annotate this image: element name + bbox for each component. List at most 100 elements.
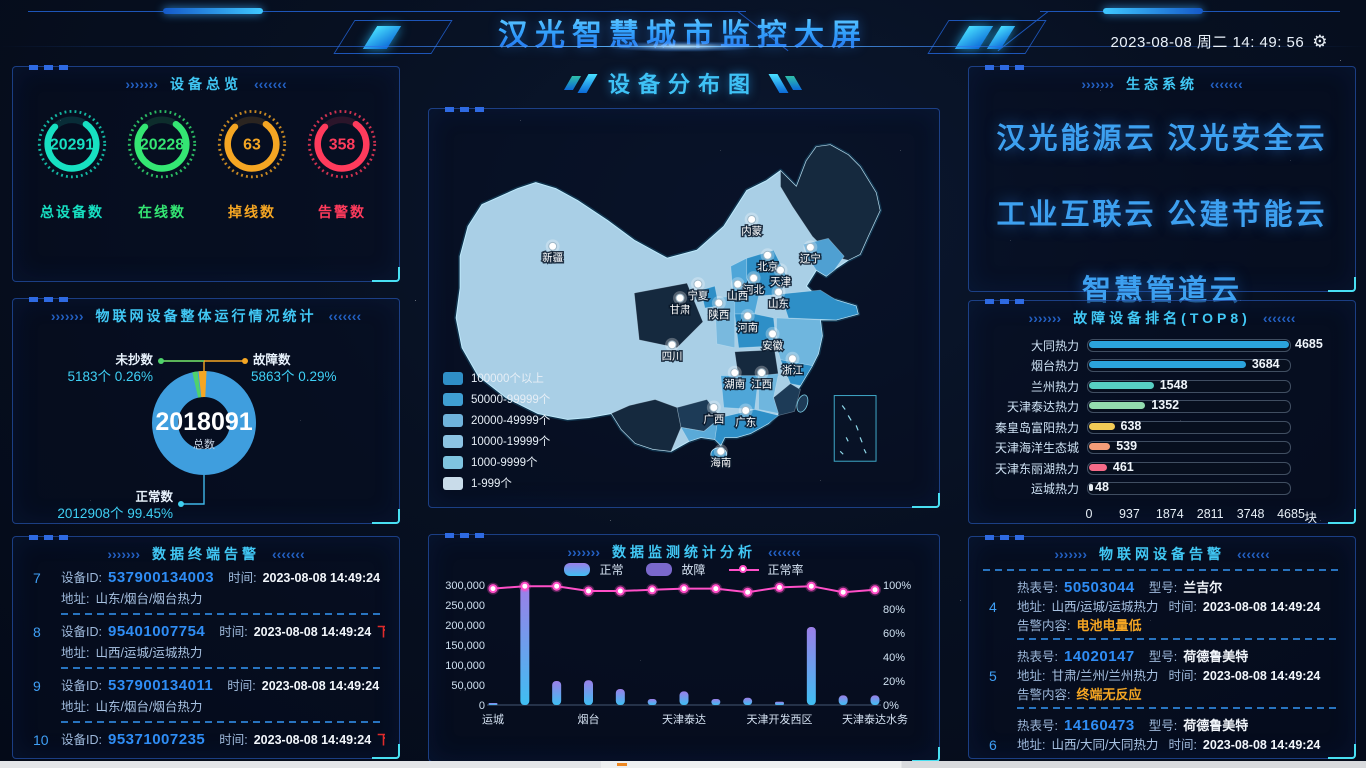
alert-line-3: 告警内容: 电池电量低 (1017, 615, 1341, 634)
row-number: 8 (33, 624, 41, 640)
header-glow-segment-left (163, 8, 263, 14)
bar-normal-0 (488, 703, 498, 705)
china-map: 新疆 内蒙 辽宁 北京 天津 河北 山西 山东 宁夏 甘肃 陕西 河南 安徽 浙江 四川 湖南 江西 广西 广东 海南 (429, 109, 939, 507)
svg-text:浙江: 浙江 (782, 365, 803, 377)
map-marker-北京: 北京 (756, 248, 780, 275)
panel-device-overview: 设备总览 20291 总设备数 20228 在线数 63 掉线数 358 告警数 (12, 65, 400, 282)
time-label: 时间: (228, 571, 257, 585)
dashed-divider (61, 721, 383, 723)
legend-label: 20000-49999个 (471, 415, 551, 427)
panel-title-ecosystem: 生态系统 (969, 67, 1355, 94)
svg-text:5863个 0.29%: 5863个 0.29% (251, 369, 337, 384)
legend-label: 1-999个 (471, 478, 512, 490)
bar-normal-1 (520, 586, 530, 705)
map-marker-天津: 天津 (769, 263, 792, 290)
map-legend-item: 100000个以上 (443, 370, 550, 386)
gauge-label: 告警数 (318, 204, 366, 220)
ranking-label: 运城热力 (1030, 482, 1079, 497)
map-legend-item: 1-999个 (443, 475, 550, 491)
bar-normal-2 (552, 681, 562, 705)
panel-title-iot-alerts: 物联网设备告警 (969, 537, 1355, 564)
panel-title-terminal-alerts: 数据终端告警 (13, 537, 399, 564)
panel-ecosystem: 生态系统 汉光能源云 汉光安全云 工业互联云 公建节能云 智慧管道云 (968, 65, 1356, 307)
alert-content-label: 告警内容: (1017, 688, 1071, 702)
map-marker-河北: 河北 (742, 271, 766, 298)
axis-tick: 0 (1085, 507, 1093, 521)
svg-text:200,000: 200,000 (445, 620, 485, 632)
ranking-track: 1548 (1087, 378, 1291, 393)
alert-content-label: 告警内容: (1017, 753, 1070, 754)
address-value: 山东/烟台/烟台热力 (95, 592, 203, 606)
map-legend-item: 20000-49999个 (443, 412, 550, 428)
svg-text:山东: 山东 (768, 297, 789, 310)
ecosystem-line: 汉光能源云 汉光安全云 (996, 123, 1328, 155)
ranking-bar (1089, 484, 1093, 492)
bar-normal-7 (711, 699, 721, 705)
iot-alert-row: 6 热表号: 14160473 型号: 荷德鲁美特 地址: 山西/大同/大同热力 时间: 202… (983, 715, 1341, 754)
alert-content-value: 电池电量低 (1076, 618, 1142, 633)
ranking-label: 大同热力 (1030, 338, 1079, 353)
svg-text:20228: 20228 (140, 137, 184, 154)
rate-point-7 (711, 584, 721, 594)
datetime-text: 2023-08-08 周二 14: 49: 56 (1110, 34, 1305, 51)
map-marker-四川: 四川 (660, 337, 684, 364)
model-label: 型号: (1148, 719, 1178, 733)
address-label: 地址: (1017, 600, 1046, 614)
time-label: 时间: (1168, 600, 1197, 614)
panel-title-iot-stats: 物联网设备整体运行情况统计 (13, 299, 399, 326)
map-marker-陕西: 陕西 (707, 296, 731, 322)
map-marker-安徽: 安徽 (761, 326, 785, 353)
bar-normal-6 (679, 691, 689, 705)
ecosystem-line: 工业互联云 公建节能云 (996, 199, 1328, 231)
device-id-label: 设备ID: (61, 571, 102, 585)
ranking-track: 461 (1087, 460, 1291, 475)
meter-id-label: 热表号: (1017, 581, 1058, 595)
gauge-在线数: 20228 在线数 (117, 103, 207, 222)
svg-text:河北: 河北 (743, 284, 764, 296)
time-label: 时间: (219, 733, 248, 747)
gear-icon[interactable]: ⚙ (1312, 32, 1328, 51)
svg-text:天津: 天津 (770, 276, 791, 288)
rate-point-8 (743, 587, 753, 597)
row-number: 10 (33, 732, 49, 748)
os-taskbar-strip[interactable] (0, 761, 1366, 768)
dashed-divider (983, 569, 1339, 571)
svg-text:20291: 20291 (50, 137, 94, 154)
time-label: 时间: (1168, 669, 1197, 683)
svg-text:100,000: 100,000 (445, 660, 485, 672)
rate-point-9 (775, 582, 784, 592)
ranking-bar (1089, 422, 1115, 430)
svg-text:湖南: 湖南 (724, 378, 745, 391)
map-marker-广东: 广东 (734, 403, 758, 430)
device-gauges: 20291 总设备数 20228 在线数 63 掉线数 358 告警数 (13, 103, 399, 222)
svg-text:四川: 四川 (662, 351, 683, 363)
legend-label: 50000-99999个 (471, 394, 551, 406)
model-value: 荷德鲁美特 (1183, 649, 1249, 664)
device-id-value: 95401007754 (107, 623, 206, 640)
dashed-divider (1017, 638, 1339, 640)
bar-normal-3 (584, 680, 593, 705)
svg-text:河南: 河南 (737, 321, 758, 334)
time-value: 2023-08-08 14:49:24 (253, 625, 372, 639)
meter-id-label: 热表号: (1017, 719, 1058, 733)
legend-swatch-normal (564, 563, 591, 576)
terminal-alert-row: 7 设备ID: 537900134003 时间: 2023-08-08 14:49:24… (27, 567, 385, 615)
alert-line-2: 地址: 山西/运城/运城热力 时间: 2023-08-08 14:49:24 (1017, 596, 1341, 615)
ecosystem-clouds: 汉光能源云 汉光安全云 工业互联云 公建节能云 智慧管道云 (969, 97, 1355, 309)
svg-text:广西: 广西 (703, 413, 724, 425)
ranking-bar (1089, 381, 1154, 389)
ranking-label: 天津东丽湖热力 (994, 461, 1079, 476)
time-value: 2023-08-08 14:49:24 (261, 679, 380, 693)
ranking-row-秦皇岛富阳热力: 秦皇岛富阳热力 638 (979, 417, 1345, 438)
address-value: 山西/大同/大同热力 (95, 750, 202, 754)
alert-line-2: 地址: 山西/大同/大同热力 (61, 750, 385, 754)
ranking-value: 638 (1120, 418, 1142, 433)
svg-text:烟台: 烟台 (578, 712, 600, 726)
map-marker-内蒙: 内蒙 (740, 212, 764, 239)
time-label: 时间: (227, 679, 256, 693)
rate-point-6 (679, 584, 689, 594)
svg-text:宁夏: 宁夏 (687, 289, 708, 302)
map-legend-item: 50000-99999个 (443, 391, 550, 407)
legend-swatch-fault (646, 563, 673, 576)
